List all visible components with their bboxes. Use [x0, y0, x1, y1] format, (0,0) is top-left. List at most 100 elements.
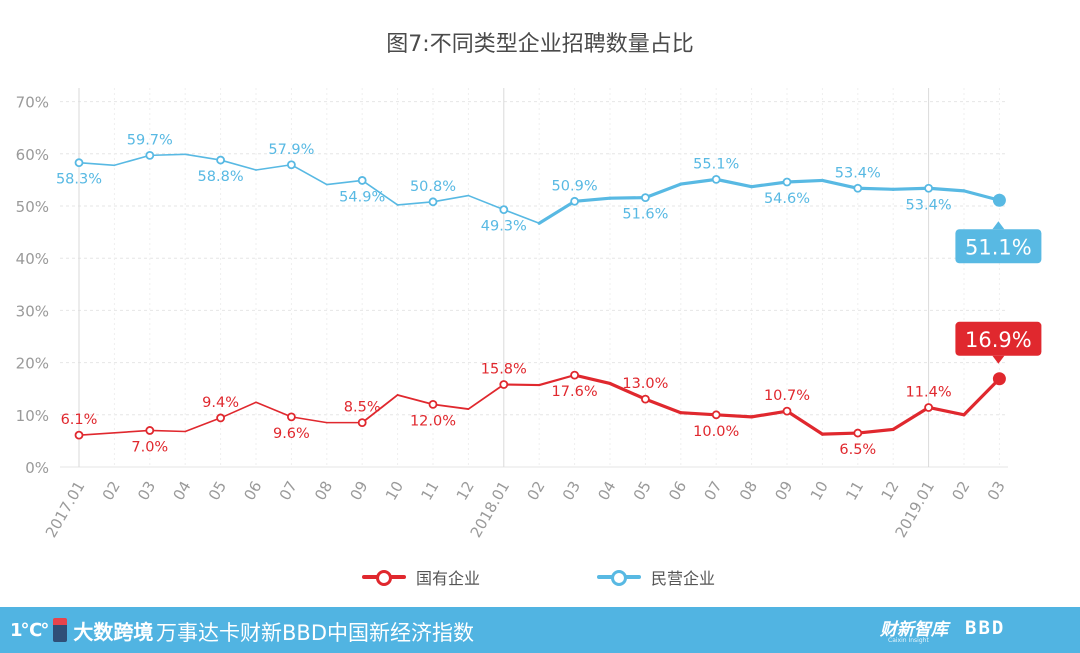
logo-tower-icon [53, 618, 68, 642]
brand-caixin-sub: Caixin Insight [888, 637, 929, 644]
series-endpoint [992, 372, 1006, 386]
series-endpoint [992, 193, 1006, 207]
legend-item-soe[interactable]: 国有企业 [362, 566, 480, 588]
series-segment [255, 163, 293, 171]
series-marker [782, 406, 792, 416]
series-marker [711, 174, 721, 184]
data-label: 7.0% [131, 439, 168, 455]
series-segment [820, 431, 860, 436]
x-tick-label: 09 [347, 478, 372, 504]
legend-item-private[interactable]: 民营企业 [597, 566, 715, 588]
series-segment [396, 201, 434, 206]
x-tick-label: 02 [99, 478, 124, 504]
series-segment [608, 381, 648, 401]
series-marker [145, 150, 155, 160]
series-marker [286, 160, 296, 170]
series-segment [679, 411, 718, 417]
series-segment [290, 416, 328, 424]
series-segment [785, 409, 825, 436]
data-label: 58.3% [56, 172, 102, 188]
legend-label-soe: 国有企业 [416, 569, 481, 588]
data-label: 12.0% [410, 413, 456, 429]
series-segment [361, 179, 399, 206]
series-segment [891, 186, 931, 191]
x-tick-label: 04 [594, 478, 619, 504]
series-segment [113, 154, 151, 167]
legend-label-private: 民营企业 [651, 569, 716, 588]
series-segment [149, 429, 186, 433]
x-tick-label: 03 [984, 478, 1009, 504]
series-marker [357, 176, 367, 185]
chart-title: 图7:不同类型企业招聘数量占比 [386, 32, 694, 57]
data-label: 10.0% [693, 424, 739, 440]
series-segment [184, 153, 222, 161]
series-segment [255, 401, 293, 418]
line-chart: 0% 10% 20% 30% 40% 50% 60% 70% 2017.01 02 03 04 05 06… [16, 88, 1042, 541]
y-tick-label: 20% [16, 355, 49, 373]
series-segment [891, 405, 931, 432]
series-marker [216, 413, 226, 423]
data-label: 49.3% [481, 219, 527, 235]
callout-pointer [992, 221, 1005, 230]
y-tick-label: 70% [16, 94, 49, 112]
x-tick-label: 08 [736, 478, 761, 504]
series-marker [924, 403, 933, 412]
footer-subtitle: 万事达卡财新BBD中国新经济指数 [156, 621, 474, 645]
data-label: 53.4% [835, 165, 881, 181]
series-segment [537, 199, 577, 225]
data-label: 50.9% [552, 178, 598, 194]
series-marker [853, 183, 863, 193]
series-marker [74, 430, 84, 440]
x-tick-label: 10 [382, 478, 407, 504]
callout-label: 16.9% [965, 328, 1032, 352]
data-label: 17.6% [552, 384, 598, 400]
legend-swatch-soe [362, 567, 406, 587]
series-segment [714, 177, 754, 189]
data-label: 54.9% [339, 189, 385, 205]
series-segment [432, 194, 470, 203]
series-marker [570, 196, 579, 206]
data-label: 9.6% [273, 426, 310, 442]
series-segment [432, 403, 470, 410]
data-label: 54.6% [764, 191, 810, 207]
series-marker [145, 426, 155, 435]
x-tick-label: 11 [417, 478, 442, 504]
series-segment [572, 196, 612, 203]
data-label: 8.5% [344, 400, 381, 416]
series-segment [962, 377, 1002, 417]
data-label: 57.9% [268, 142, 314, 158]
series-marker [74, 158, 84, 168]
series-marker [924, 183, 933, 193]
data-label: 10.7% [764, 388, 810, 404]
logo-mark: 1℃° [10, 619, 49, 641]
y-tick-label: 40% [16, 250, 49, 268]
x-tick-label: 07 [276, 478, 301, 504]
x-tick-label: 2017.01 [42, 478, 89, 541]
series-segment [538, 374, 576, 387]
data-label: 53.4% [906, 197, 952, 213]
x-tick-label: 12 [453, 478, 478, 504]
y-tick-label: 50% [16, 198, 49, 216]
series-marker [641, 394, 650, 404]
x-tick-label: 09 [771, 478, 796, 504]
brand-bbd: BBD [965, 617, 1006, 639]
series-marker [641, 193, 650, 203]
series-marker [782, 177, 792, 187]
series-marker [428, 399, 438, 409]
series-segment [219, 401, 257, 419]
x-tick-label: 11 [842, 478, 867, 504]
series-segment [820, 178, 860, 190]
callout-bubble [955, 229, 1042, 264]
x-tick-label: 05 [630, 478, 655, 504]
series-segment [856, 186, 895, 191]
series-marker [428, 197, 438, 207]
series-segment [78, 161, 116, 167]
x-tick-label: 05 [205, 478, 230, 504]
data-label: 51.6% [622, 207, 668, 223]
series-segment [714, 413, 754, 419]
y-tick-label: 30% [16, 302, 49, 320]
series-marker [216, 155, 226, 165]
data-label: 58.8% [198, 169, 244, 185]
series-segment [643, 182, 683, 200]
series-segment [184, 417, 222, 433]
